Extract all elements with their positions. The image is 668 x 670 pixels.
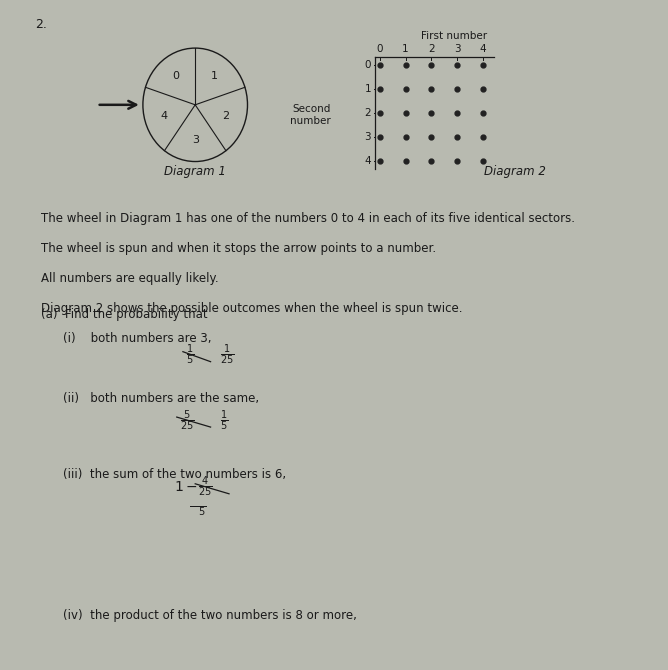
- Text: Diagram 1: Diagram 1: [164, 165, 226, 178]
- Text: (ii)   both numbers are the same,: (ii) both numbers are the same,: [63, 392, 259, 405]
- Text: 2: 2: [428, 44, 435, 54]
- Text: 4: 4: [480, 44, 486, 54]
- Text: 3: 3: [192, 135, 198, 145]
- Text: $\frac{\quad}{\quad 5}$: $\frac{\quad}{\quad 5}$: [189, 502, 206, 518]
- Text: $\frac{4}{25}$: $\frac{4}{25}$: [198, 475, 212, 499]
- Text: 4: 4: [365, 156, 371, 166]
- Text: First number: First number: [421, 31, 487, 42]
- Text: (i)    both numbers are 3,: (i) both numbers are 3,: [63, 332, 211, 344]
- Text: 1: 1: [365, 84, 371, 94]
- Text: 3: 3: [454, 44, 461, 54]
- Text: $\frac{1}{25}$: $\frac{1}{25}$: [220, 343, 234, 367]
- Text: The wheel is spun and when it stops the arrow points to a number.: The wheel is spun and when it stops the …: [41, 242, 436, 255]
- Text: $\frac{1}{5}$: $\frac{1}{5}$: [186, 343, 194, 367]
- Text: (iv)  the product of the two numbers is 8 or more,: (iv) the product of the two numbers is 8…: [63, 608, 357, 622]
- Text: $1-$: $1-$: [174, 480, 197, 494]
- Text: 1: 1: [211, 72, 218, 81]
- Text: 3: 3: [365, 132, 371, 142]
- Text: All numbers are equally likely.: All numbers are equally likely.: [41, 271, 219, 285]
- Text: number: number: [290, 117, 331, 127]
- Text: Diagram 2: Diagram 2: [484, 165, 546, 178]
- Text: 1: 1: [402, 44, 409, 54]
- Text: 4: 4: [161, 111, 168, 121]
- Text: Second: Second: [292, 105, 331, 115]
- Text: The wheel in Diagram 1 has one of the numbers 0 to 4 in each of its five identic: The wheel in Diagram 1 has one of the nu…: [41, 212, 575, 224]
- Text: $\frac{5}{25}$: $\frac{5}{25}$: [180, 408, 194, 433]
- Text: (iii)  the sum of the two numbers is 6,: (iii) the sum of the two numbers is 6,: [63, 468, 286, 482]
- Text: 2.: 2.: [35, 18, 47, 31]
- Text: 2: 2: [365, 108, 371, 118]
- Text: 0: 0: [172, 72, 180, 81]
- Text: 0: 0: [377, 44, 383, 54]
- Text: 0: 0: [365, 60, 371, 70]
- Text: (a)  Find the probability that: (a) Find the probability that: [41, 308, 208, 322]
- Text: $\frac{1}{5}$: $\frac{1}{5}$: [220, 408, 228, 433]
- Text: 2: 2: [222, 111, 230, 121]
- Text: Diagram 2 shows the possible outcomes when the wheel is spun twice.: Diagram 2 shows the possible outcomes wh…: [41, 302, 463, 315]
